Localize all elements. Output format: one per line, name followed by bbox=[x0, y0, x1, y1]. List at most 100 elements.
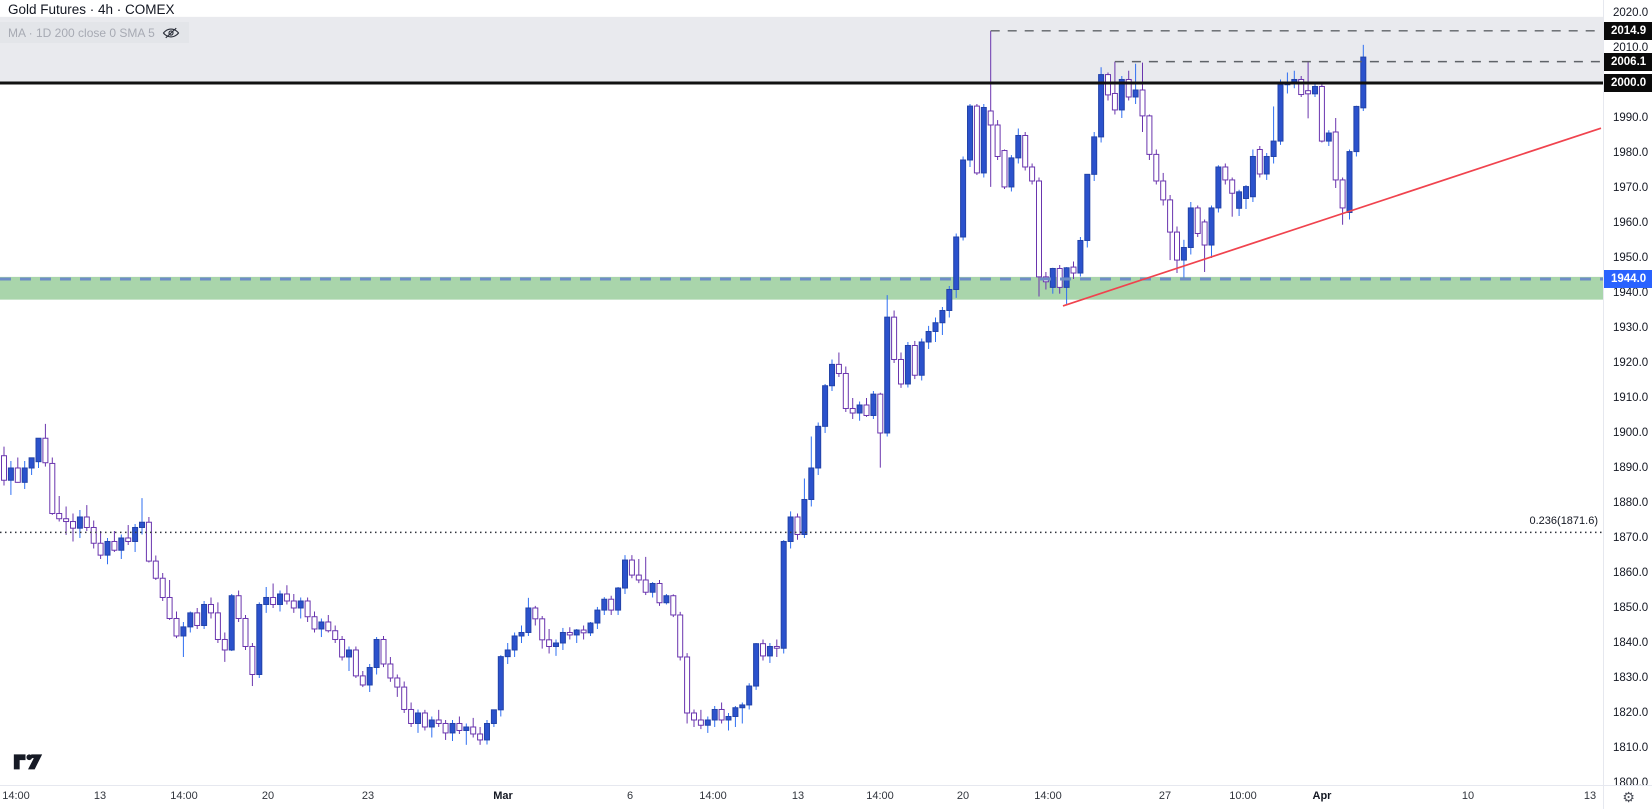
candle-up bbox=[7, 467, 14, 481]
candle-down bbox=[794, 516, 801, 535]
candle-up bbox=[615, 587, 622, 611]
candle-up bbox=[366, 666, 373, 686]
candle-up bbox=[622, 559, 628, 589]
candle-down bbox=[359, 675, 366, 686]
candle-down bbox=[470, 726, 477, 735]
candle-up bbox=[594, 609, 601, 624]
candle-up bbox=[180, 626, 187, 637]
candle-down bbox=[394, 677, 401, 688]
candle-down bbox=[242, 617, 249, 647]
candle-down bbox=[249, 645, 256, 675]
candle-down bbox=[863, 404, 870, 416]
candle-up bbox=[815, 425, 822, 469]
candle-down bbox=[477, 733, 484, 741]
price-tick-label: 1870.0 bbox=[1613, 531, 1649, 544]
price-badge: 2014.9 bbox=[1604, 21, 1652, 40]
price-tick-label: 1910.0 bbox=[1613, 391, 1649, 404]
candle-down bbox=[773, 645, 780, 649]
candle-up bbox=[415, 712, 421, 724]
symbol-title: Gold Futures · 4h · COMEX bbox=[8, 2, 175, 17]
candle-down bbox=[283, 593, 290, 602]
tradingview-logo-icon[interactable] bbox=[13, 751, 43, 771]
candle-down bbox=[1339, 179, 1346, 209]
candle-up bbox=[1084, 173, 1091, 241]
candle-down bbox=[1036, 180, 1042, 278]
candle-up bbox=[870, 393, 877, 416]
candle-up bbox=[967, 105, 973, 161]
candle-down bbox=[842, 372, 849, 409]
candle-up bbox=[1187, 207, 1194, 248]
candle-up bbox=[980, 106, 987, 174]
candle-down bbox=[1222, 166, 1229, 181]
candle-up bbox=[187, 612, 194, 628]
candle-up bbox=[787, 516, 794, 542]
time-axis[interactable]: 14:00 13 14:00 20 23 Mar 6 14:00 13 14:00 20 14:00 2… bbox=[0, 785, 1603, 809]
candle-down bbox=[159, 577, 166, 598]
candle-down bbox=[90, 526, 97, 544]
candle-up bbox=[497, 656, 504, 711]
candle-up bbox=[1132, 89, 1139, 98]
candle-down bbox=[1174, 231, 1180, 261]
candle-up bbox=[553, 642, 559, 647]
candle-down bbox=[56, 512, 63, 520]
candle-up bbox=[132, 526, 139, 542]
demand-zone bbox=[0, 276, 1603, 300]
time-axis-label: 13 bbox=[1583, 790, 1597, 802]
candle-up bbox=[201, 603, 208, 626]
candle-up bbox=[484, 722, 490, 741]
price-tick-label: 1990.0 bbox=[1613, 111, 1649, 124]
candle-down bbox=[166, 596, 173, 619]
price-badge: 1944.0 bbox=[1604, 269, 1652, 288]
price-tick-label: 1830.0 bbox=[1613, 671, 1649, 684]
price-tick-label: 1880.0 bbox=[1613, 496, 1649, 509]
candle-down bbox=[221, 638, 228, 651]
price-tick-label: 1930.0 bbox=[1613, 321, 1649, 334]
candle-up bbox=[21, 467, 28, 483]
price-badge: 2000.0 bbox=[1604, 73, 1652, 92]
price-tick-label: 1820.0 bbox=[1613, 706, 1649, 719]
time-axis-label: 14:00 bbox=[2, 790, 30, 802]
chart-plot-area[interactable]: Gold Futures · 4h · COMEX MA · 1D 200 cl… bbox=[0, 0, 1603, 785]
candle-up bbox=[256, 603, 263, 675]
candle-down bbox=[408, 708, 415, 724]
candle-down bbox=[1029, 166, 1036, 182]
candle-down bbox=[49, 462, 56, 514]
candle-down bbox=[877, 393, 884, 434]
candle-down bbox=[684, 656, 691, 714]
price-tick-label: 1840.0 bbox=[1613, 636, 1649, 649]
candle-down bbox=[532, 607, 539, 620]
candle-up bbox=[746, 685, 753, 706]
candle-up bbox=[739, 704, 746, 709]
candle-up bbox=[559, 631, 566, 644]
candle-up bbox=[490, 709, 497, 724]
price-tick-label: 1970.0 bbox=[1613, 181, 1649, 194]
time-axis-label: 14:00 bbox=[866, 790, 894, 802]
candle-down bbox=[1256, 148, 1263, 175]
time-axis-label: 23 bbox=[361, 790, 375, 802]
price-axis[interactable]: 2020.0 2010.0 1990.0 1980.0 1970.0 1960.0 1950… bbox=[1603, 0, 1652, 789]
chart-canvas[interactable] bbox=[0, 0, 1603, 785]
candle-up bbox=[463, 726, 470, 731]
candle-up bbox=[663, 595, 670, 604]
candle-up bbox=[118, 537, 125, 551]
candle-down bbox=[1125, 78, 1132, 98]
indicator-legend[interactable]: MA · 1D 200 close 0 SMA 5 bbox=[0, 22, 189, 43]
candle-up bbox=[28, 457, 35, 469]
candle-up bbox=[1015, 134, 1022, 159]
price-tick-label: 1980.0 bbox=[1613, 146, 1649, 159]
candle-up bbox=[1118, 78, 1125, 111]
gear-icon[interactable]: ⚙ bbox=[1622, 790, 1635, 806]
candle-down bbox=[152, 560, 159, 579]
candle-down bbox=[642, 579, 649, 593]
candle-up bbox=[297, 600, 304, 609]
eye-off-icon[interactable] bbox=[162, 26, 180, 40]
candle-down bbox=[718, 708, 725, 721]
candle-down bbox=[1111, 92, 1118, 111]
candle-down bbox=[1160, 180, 1167, 201]
price-tick-label: 1850.0 bbox=[1613, 601, 1649, 614]
candle-up bbox=[277, 593, 283, 605]
candle-down bbox=[194, 612, 201, 626]
candle-up bbox=[428, 719, 435, 728]
price-tick-label: 1890.0 bbox=[1613, 461, 1649, 474]
candle-down bbox=[63, 518, 70, 523]
